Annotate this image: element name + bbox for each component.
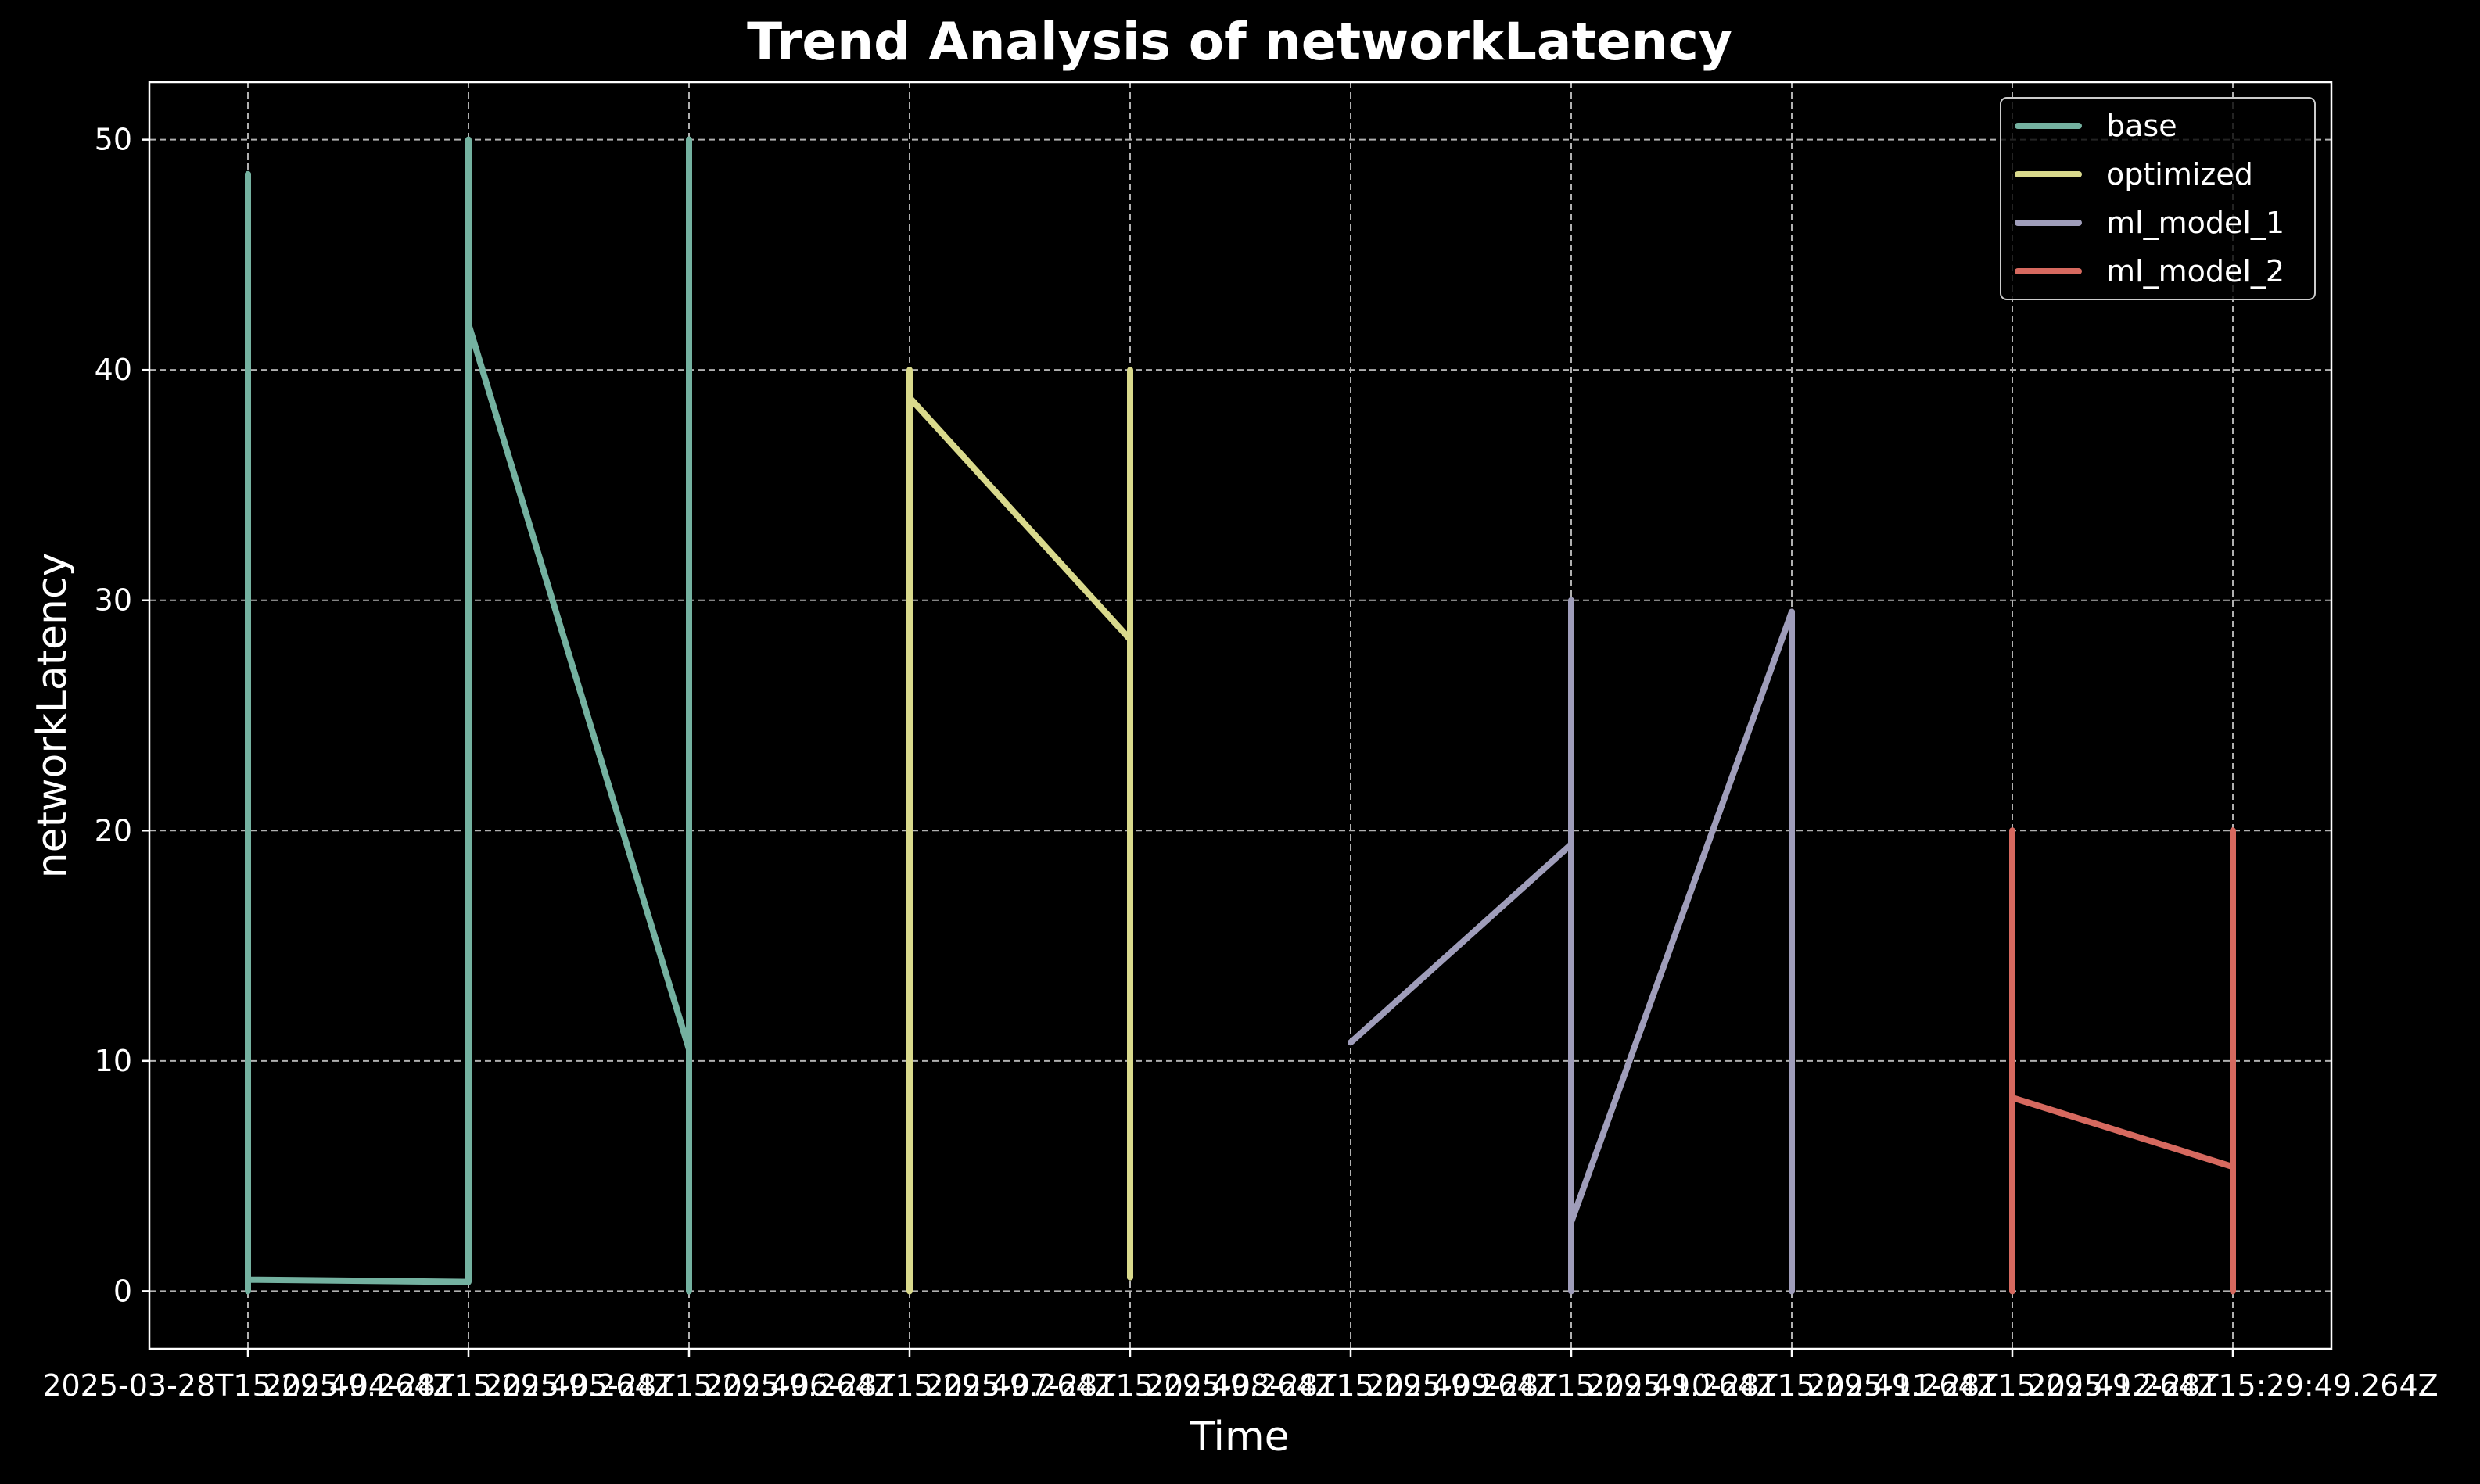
x-axis-label: Time (1189, 1414, 1289, 1461)
x-tick-label: 2025-08-28T15:29:49.264Z (1145, 1368, 1556, 1403)
y-tick-label: 20 (95, 813, 132, 848)
x-axis: 2025-03-28T15:29:49.264Z2025-04-28T15:29… (42, 1349, 2439, 1403)
series-line-ml-model-2 (2009, 827, 2236, 1295)
legend-label: optimized (2106, 157, 2253, 192)
plot-frame (148, 81, 2333, 1350)
x-tick-label: 2025-11-28T15:29:49.264Z (1807, 1368, 2217, 1403)
x-tick-label: 2025-10-28T15:29:49.264Z (1586, 1368, 1997, 1403)
x-tick-label: 2025-09-28T15:29:49.264Z (1366, 1368, 1776, 1403)
x-tick-label: 2025-06-28T15:29:49.264Z (704, 1368, 1114, 1403)
legend-box (2000, 97, 2316, 300)
x-tick-label: 2025-04-28T15:29:49.264Z (263, 1368, 673, 1403)
chart-title: Trend Analysis of networkLatency (747, 12, 1732, 72)
legend-label: ml_model_2 (2106, 254, 2284, 289)
series-line-base (245, 136, 692, 1295)
x-tick-label: 2025-03-28T15:29:49.264Z (42, 1368, 453, 1403)
series-line-ml-model-1 (1348, 597, 1795, 1295)
y-tick-label: 10 (95, 1044, 132, 1078)
x-tick-label: 2025-07-28T15:29:49.264Z (924, 1368, 1335, 1403)
y-axis: 0 10 20 30 40 50 (95, 123, 149, 1308)
legend-label: ml_model_1 (2106, 206, 2284, 240)
x-tick-label: 2025-05-28T15:29:49.264Z (483, 1368, 894, 1403)
legend-label: base (2106, 109, 2177, 143)
y-tick-label: 30 (95, 583, 132, 618)
legend: base optimized ml_model_1 ml_model_2 (2000, 97, 2316, 300)
y-axis-label: networkLatency (29, 553, 76, 879)
y-tick-label: 50 (95, 123, 132, 157)
y-tick-label: 40 (95, 353, 132, 387)
y-tick-label: 0 (113, 1274, 132, 1308)
x-tick-label: 2025-12-28T15:29:49.264Z (2027, 1368, 2438, 1403)
series-layer (245, 136, 2236, 1295)
series-line-optimized (906, 367, 1133, 1295)
